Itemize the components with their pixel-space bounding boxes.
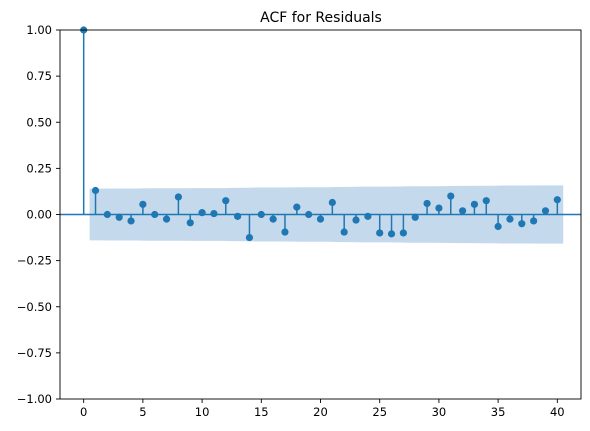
y-tick-label: −0.75 — [17, 346, 52, 360]
acf-marker — [210, 210, 217, 217]
acf-point — [80, 26, 87, 214]
acf-marker — [151, 211, 158, 218]
acf-marker — [187, 219, 194, 226]
x-tick-label: 15 — [254, 405, 269, 419]
acf-marker — [139, 201, 146, 208]
acf-marker — [116, 214, 123, 221]
acf-point — [151, 211, 158, 218]
acf-marker — [554, 196, 561, 203]
y-tick-label: 0.25 — [26, 161, 52, 175]
acf-marker — [423, 200, 430, 207]
acf-marker — [198, 209, 205, 216]
acf-marker — [246, 234, 253, 241]
y-tick-label: 0.00 — [26, 208, 52, 222]
acf-marker — [317, 216, 324, 223]
acf-marker — [400, 229, 407, 236]
acf-marker — [341, 228, 348, 235]
acf-marker — [92, 187, 99, 194]
acf-marker — [518, 220, 525, 227]
acf-point — [305, 211, 312, 218]
acf-point — [198, 209, 205, 216]
acf-marker — [329, 199, 336, 206]
x-tick-label: 30 — [432, 405, 447, 419]
x-tick-label: 0 — [80, 405, 87, 419]
x-tick-label: 5 — [139, 405, 146, 419]
acf-marker — [388, 230, 395, 237]
acf-marker — [305, 211, 312, 218]
acf-marker — [222, 197, 229, 204]
y-tick-label: −1.00 — [17, 392, 52, 406]
acf-marker — [258, 211, 265, 218]
x-tick-label: 40 — [550, 405, 565, 419]
acf-marker — [234, 213, 241, 220]
acf-marker — [163, 216, 170, 223]
acf-marker — [459, 207, 466, 214]
acf-marker — [281, 228, 288, 235]
y-tick-label: 0.50 — [26, 115, 52, 129]
acf-point — [104, 211, 111, 218]
acf-marker — [175, 193, 182, 200]
acf-point — [364, 213, 371, 220]
x-tick-label: 35 — [491, 405, 506, 419]
acf-marker — [412, 214, 419, 221]
acf-marker — [542, 207, 549, 214]
acf-marker — [104, 211, 111, 218]
acf-marker — [376, 229, 383, 236]
y-tick-label: −0.25 — [17, 254, 52, 268]
acf-point — [116, 214, 123, 221]
acf-point — [210, 210, 217, 217]
y-tick-label: 1.00 — [26, 23, 52, 37]
acf-marker — [495, 223, 502, 230]
acf-marker — [435, 204, 442, 211]
acf-marker — [270, 216, 277, 223]
acf-marker — [293, 204, 300, 211]
acf-marker — [352, 216, 359, 223]
x-tick-label: 20 — [313, 405, 328, 419]
acf-marker — [127, 217, 134, 224]
acf-marker — [506, 216, 513, 223]
x-tick-label: 10 — [195, 405, 210, 419]
acf-marker — [483, 197, 490, 204]
x-tick-label: 25 — [372, 405, 387, 419]
acf-point — [258, 211, 265, 218]
chart-title: ACF for Residuals — [260, 10, 382, 26]
y-tick-label: 0.75 — [26, 69, 52, 83]
acf-marker — [447, 192, 454, 199]
acf-point — [412, 214, 419, 221]
acf-marker — [364, 213, 371, 220]
acf-marker — [471, 201, 478, 208]
y-tick-label: −0.50 — [17, 300, 52, 314]
acf-point — [234, 213, 241, 220]
acf-marker — [530, 217, 537, 224]
